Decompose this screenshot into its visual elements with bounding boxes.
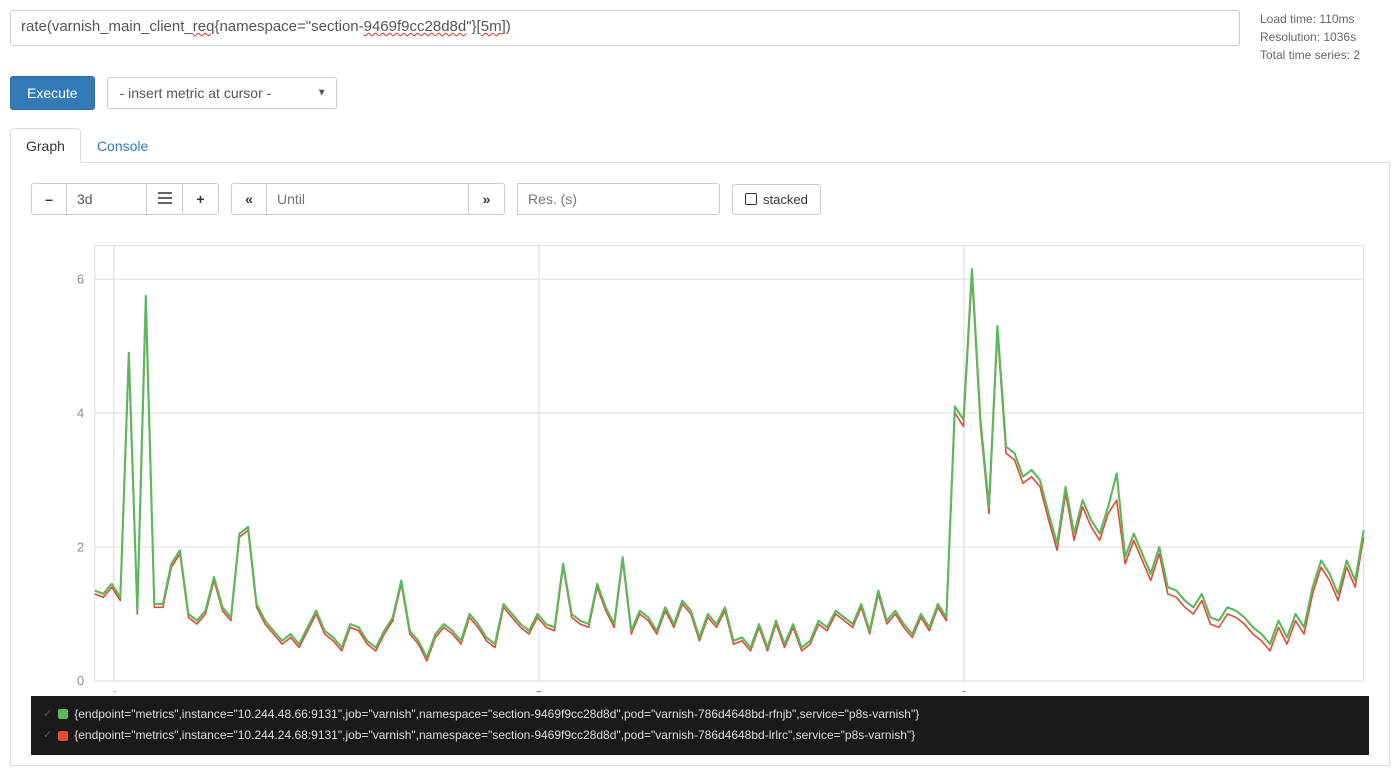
tab-graph[interactable]: Graph <box>10 128 81 163</box>
metric-select[interactable]: - insert metric at cursor - <box>107 77 337 109</box>
stat-total-series: Total time series: 2 <box>1260 46 1390 64</box>
range-increase-button[interactable]: + <box>183 183 219 215</box>
stacked-toggle[interactable]: stacked <box>732 184 821 215</box>
range-list-button[interactable] <box>147 183 183 215</box>
stacked-label: stacked <box>763 192 808 207</box>
tabs: Graph Console <box>10 128 1390 163</box>
chart: 0 2 4 6 4 5 6 <box>31 235 1369 692</box>
svg-text:4: 4 <box>110 688 117 692</box>
legend-item[interactable]: ✓ {endpoint="metrics",instance="10.244.48… <box>43 704 1357 726</box>
stat-resolution: Resolution: 1036s <box>1260 28 1390 46</box>
time-rewind-button[interactable]: « <box>231 183 267 215</box>
query-stats: Load time: 110ms Resolution: 1036s Total… <box>1260 10 1390 64</box>
svg-text:2: 2 <box>77 539 84 554</box>
tab-console[interactable]: Console <box>81 128 164 163</box>
legend-swatch <box>58 731 68 741</box>
range-input[interactable]: 3d <box>67 183 147 215</box>
svg-text:6: 6 <box>960 688 967 692</box>
legend-label: {endpoint="metrics",instance="10.244.24.… <box>74 725 915 747</box>
svg-text:4: 4 <box>77 405 84 420</box>
stat-load-time: Load time: 110ms <box>1260 10 1390 28</box>
legend-item[interactable]: ✓{endpoint="metrics",instance="10.244.24… <box>43 725 1357 747</box>
legend-label: {endpoint="metrics",instance="10.244.48.… <box>74 704 919 726</box>
legend: ✓ {endpoint="metrics",instance="10.244.48… <box>31 696 1369 755</box>
svg-text:6: 6 <box>77 271 84 286</box>
range-decrease-button[interactable]: – <box>31 183 67 215</box>
check-icon: ✓ <box>43 705 52 725</box>
resolution-input[interactable] <box>517 183 720 215</box>
chart-svg: 0 2 4 6 4 5 6 <box>31 235 1369 692</box>
graph-controls: – 3d + « » stacked <box>31 183 1369 215</box>
svg-text:5: 5 <box>535 688 542 692</box>
checkbox-icon <box>745 193 757 205</box>
execute-button[interactable]: Execute <box>10 76 95 110</box>
query-input[interactable]: rate(varnish_main_client_req{namespace="… <box>10 10 1240 46</box>
legend-swatch <box>58 709 68 719</box>
time-forward-button[interactable]: » <box>469 183 505 215</box>
svg-text:0: 0 <box>77 673 84 688</box>
until-input[interactable] <box>267 183 469 215</box>
list-icon <box>158 192 172 204</box>
graph-panel: – 3d + « » stacked 0246456 ✓{endpoint="m… <box>10 163 1390 766</box>
